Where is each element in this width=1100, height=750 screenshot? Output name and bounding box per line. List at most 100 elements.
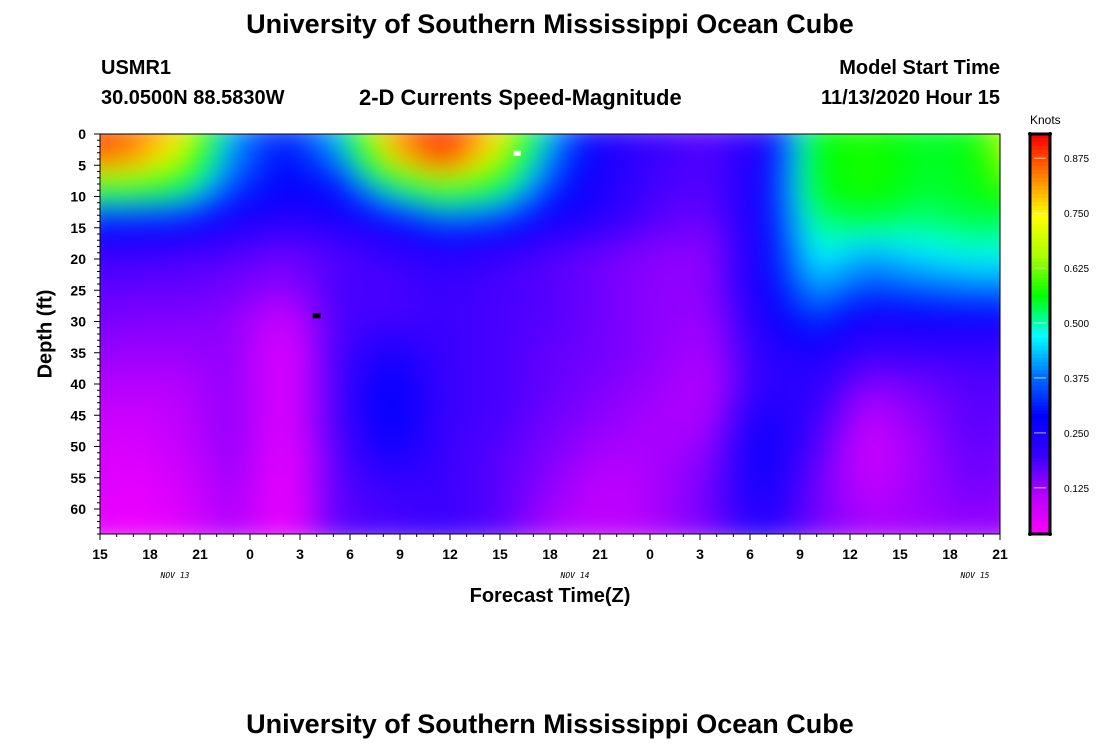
y-tick-label: 30 [70,314,86,330]
colorbar-segment [1030,362,1050,367]
colorbar-segment [1030,478,1050,483]
colorbar-segment [1030,238,1050,243]
colorbar-frame [1028,132,1052,536]
colorbar-segment [1030,202,1050,207]
colorbar-segment [1030,382,1050,387]
colorbar-segment [1030,354,1050,359]
colorbar-segment [1030,214,1050,219]
colorbar-segment [1030,458,1050,463]
x-tick-label: 18 [142,546,158,562]
colorbar-segment [1030,466,1050,471]
colorbar-segment [1030,378,1050,383]
colorbar-segment [1030,150,1050,155]
colorbar-segment [1030,262,1050,267]
colorbar-corner-dot [1048,532,1052,536]
colorbar-segment [1030,462,1050,467]
colorbar-segment [1030,170,1050,175]
x-tick-label: 9 [396,546,404,562]
x-tick-label: 21 [992,546,1008,562]
colorbar-segment [1030,374,1050,379]
page-title: University of Southern Mississippi Ocean… [246,9,854,39]
y-tick-label: 50 [70,439,86,455]
colorbar-segment [1030,422,1050,427]
colorbar-segment [1030,162,1050,167]
colorbar-segment [1030,334,1050,339]
x-tick-label: 15 [892,546,908,562]
colorbar-segment [1030,454,1050,459]
colorbar-segment [1030,526,1050,531]
colorbar-segment [1030,510,1050,515]
colorbar-segment [1030,470,1050,475]
colorbar-segment [1030,242,1050,247]
colorbar-segment [1030,406,1050,411]
x-tick-label: 18 [942,546,958,562]
colorbar-segment [1030,482,1050,487]
colorbar-segment [1030,322,1050,327]
x-tick-label: 6 [746,546,754,562]
colorbar-segment [1030,282,1050,287]
colorbar-segment [1030,218,1050,223]
colorbar-segment [1030,178,1050,183]
station-coordinates: 30.0500N 88.5830W [101,87,285,109]
y-tick-label: 15 [70,220,86,236]
colorbar-segment [1030,190,1050,195]
colorbar-corner-dot [1028,132,1032,136]
colorbar-segment [1030,370,1050,375]
colorbar-segment [1030,498,1050,503]
colorbar-tick-label: 0.375 [1064,374,1089,385]
x-tick-label: 21 [192,546,208,562]
x-tick-label: 9 [796,546,804,562]
colorbar-segment [1030,294,1050,299]
colorbar-segment [1030,490,1050,495]
x-tick-label: 0 [246,546,254,562]
colorbar-segment [1030,226,1050,231]
x-tick-label: 21 [592,546,608,562]
colorbar-segment [1030,450,1050,455]
x-tick-label: 12 [442,546,458,562]
colorbar-segment [1030,522,1050,527]
model-start-label: Model Start Time [839,57,1000,79]
x-tick-label: 3 [296,546,304,562]
plot-frame [99,133,1001,535]
colorbar-segment [1030,250,1050,255]
colorbar-segment [1030,298,1050,303]
colorbar-segment [1030,198,1050,203]
colorbar-segment [1030,358,1050,363]
x-date-label: NOV 13 [160,571,190,580]
colorbar-segment [1030,174,1050,179]
colorbar-tick-label: 0.625 [1064,264,1089,275]
y-tick-label: 45 [70,407,86,423]
colorbar-segment [1030,154,1050,159]
product-title: 2-D Currents Speed-Magnitude [359,85,682,110]
colorbar-segment [1030,434,1050,439]
y-axis-label: Depth (ft) [34,289,57,379]
colorbar-segment [1030,306,1050,311]
colorbar-segment [1030,286,1050,291]
current-speed-field [100,134,1000,534]
colorbar-segment [1030,222,1050,227]
colorbar-corner-dot [1048,132,1052,136]
colorbar-segment [1030,446,1050,451]
colorbar-segment [1030,158,1050,163]
colorbar-segment [1030,366,1050,371]
colorbar-segment [1030,514,1050,519]
colorbar-segment [1030,410,1050,415]
colorbar-segment [1030,494,1050,499]
y-tick-label: 60 [70,501,86,517]
x-date-label: NOV 15 [960,571,990,580]
colorbar-segment [1030,138,1050,143]
colorbar-tick-label: 0.750 [1064,209,1089,220]
colorbar-segment [1030,210,1050,215]
colorbar-segment [1030,518,1050,523]
colorbar-segment [1030,230,1050,235]
colorbar-segment [1030,310,1050,315]
colorbar-segment [1030,418,1050,423]
colorbar-segment [1030,290,1050,295]
colorbar-tick-label: 0.875 [1064,154,1089,165]
colorbar-segment [1030,430,1050,435]
colorbar-segment [1030,506,1050,511]
colorbar-segment [1030,314,1050,319]
colorbar-segment [1030,330,1050,335]
colorbar-corner-dot [1028,532,1032,536]
